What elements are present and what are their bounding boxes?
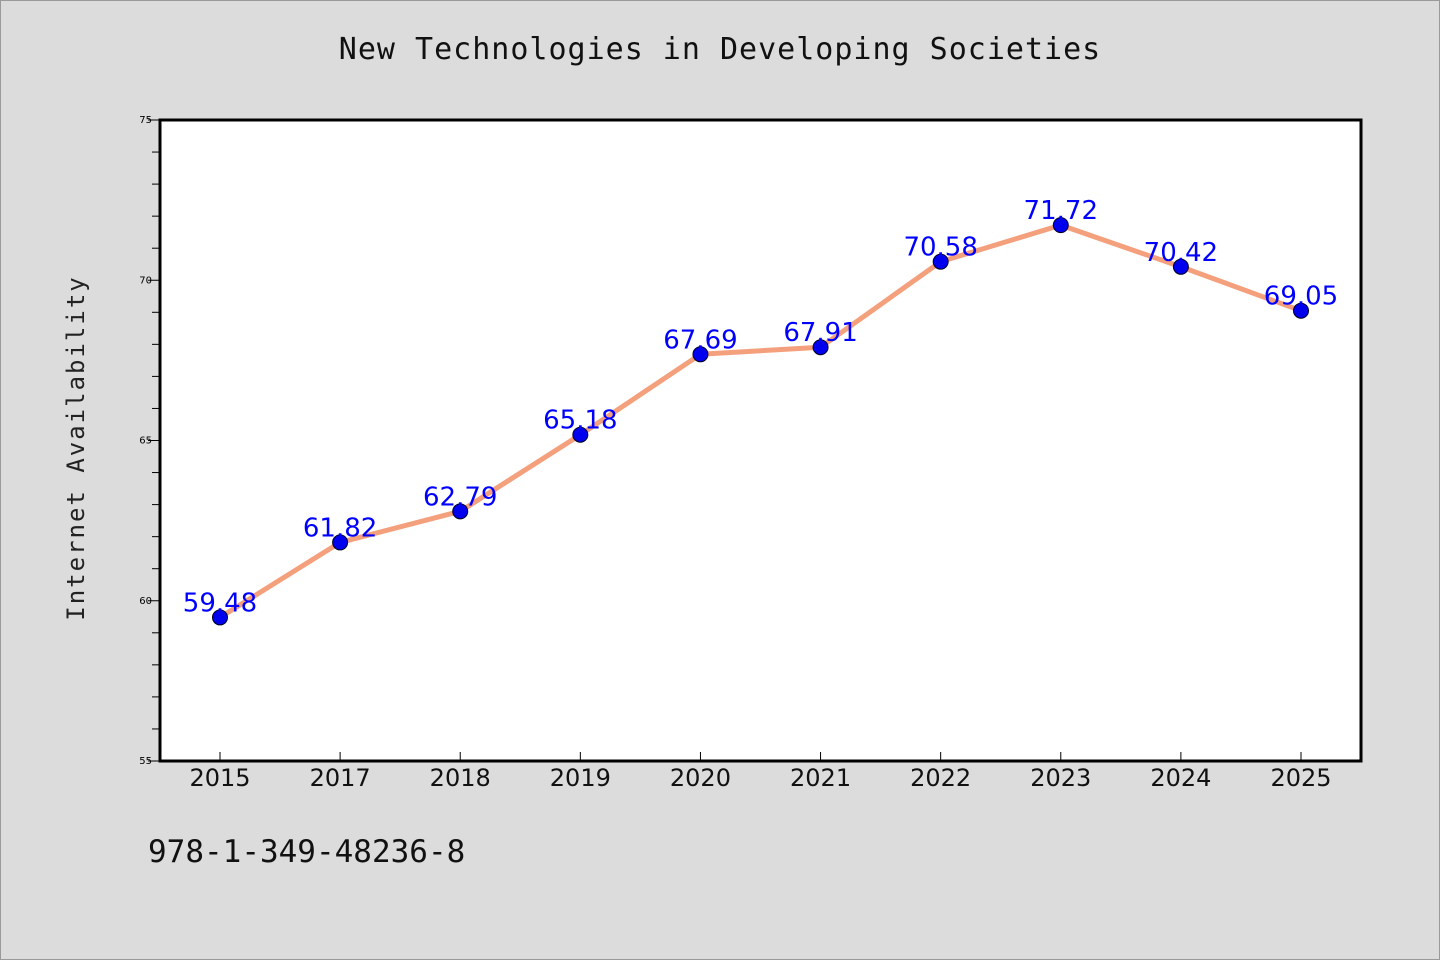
data-point [812, 339, 829, 356]
y-tick-label: 75 [139, 115, 152, 126]
data-label: 67.69 [663, 325, 737, 355]
data-point [932, 253, 949, 270]
isbn-code: 978-1-349-48236-8 [148, 834, 466, 870]
data-point [212, 609, 228, 626]
data-label: 62.79 [423, 482, 497, 512]
x-tick-label: 2017 [310, 764, 371, 792]
x-tick-label: 2023 [1030, 764, 1091, 792]
data-point [692, 346, 709, 363]
data-label: 67.91 [783, 318, 857, 348]
data-point [1172, 258, 1189, 275]
data-label: 69.05 [1264, 282, 1338, 312]
data-point [1052, 217, 1069, 234]
data-label: 59.48 [183, 588, 257, 618]
x-tick-label: 2018 [430, 764, 491, 792]
x-tick-label: 2015 [189, 764, 250, 792]
y-tick-label: 55 [139, 756, 152, 767]
data-point [452, 503, 469, 520]
data-label: 71.72 [1024, 196, 1098, 226]
series-line [217, 222, 1304, 620]
data-point [332, 534, 349, 551]
x-tick-label: 2020 [670, 764, 731, 792]
x-tick-label: 2024 [1150, 764, 1211, 792]
data-label: 65.18 [543, 406, 617, 436]
x-tick-label: 2025 [1270, 764, 1331, 792]
chart-title: New Technologies in Developing Societies [338, 32, 1102, 67]
data-label: 61.82 [303, 513, 377, 543]
data-label: 70.58 [903, 233, 977, 263]
plot-area [158, 118, 1363, 763]
x-tick-label: 2021 [790, 764, 851, 792]
y-tick-label: 70 [139, 275, 152, 286]
data-point [572, 426, 589, 443]
y-tick-label: 65 [139, 436, 152, 447]
x-tick-label: 2019 [550, 764, 611, 792]
y-tick-label: 60 [139, 596, 152, 607]
x-tick-label: 2022 [910, 764, 971, 792]
data-point [1293, 302, 1309, 319]
data-label: 70.42 [1144, 238, 1218, 268]
